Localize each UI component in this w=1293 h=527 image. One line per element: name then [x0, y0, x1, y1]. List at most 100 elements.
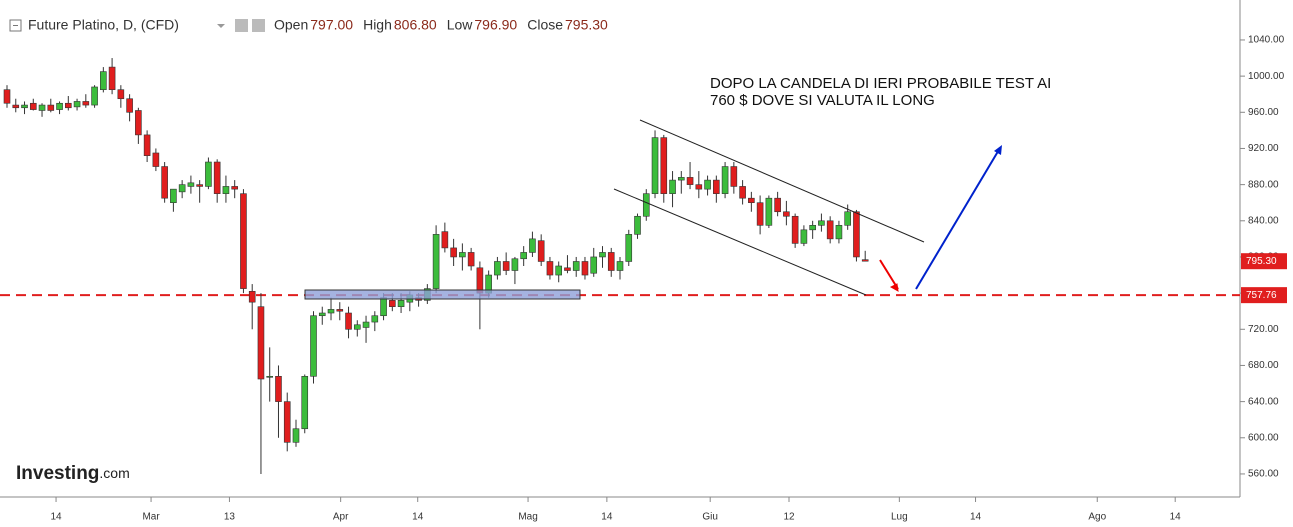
x-tick-label: Ago: [1088, 512, 1106, 523]
annotation: 760 $ DOVE SI VALUTA IL LONG: [710, 92, 935, 109]
candle-body: [126, 98, 133, 113]
stat-value: 796.90: [474, 17, 517, 33]
candle-body: [695, 184, 703, 190]
candle-body: [809, 225, 816, 231]
candle-body: [520, 252, 527, 260]
stat-label: High: [363, 17, 392, 33]
y-tick-label: 680.00: [1248, 360, 1279, 371]
watermark-suffix: .com: [99, 465, 129, 481]
y-tick-label: 880.00: [1248, 179, 1279, 190]
candle-body: [187, 182, 195, 187]
watermark: Investing.com: [16, 463, 130, 484]
last-price-label: 795.30: [1246, 256, 1277, 267]
candle-body: [853, 211, 860, 258]
y-tick-label: 1000.00: [1248, 71, 1285, 82]
red-arrow: [879, 259, 899, 290]
candle-body: [756, 202, 764, 226]
collapse-icon[interactable]: [9, 19, 22, 32]
candle-body: [818, 220, 825, 226]
candle-body: [669, 179, 676, 194]
y-tick-label: 640.00: [1248, 396, 1279, 407]
x-tick-label: Mag: [518, 512, 537, 523]
candle-body: [450, 247, 457, 258]
candle-body: [21, 104, 28, 109]
stat-label: Open: [274, 17, 308, 33]
header-stats: Open 797.00 High 806.80 Low 796.90 Close 795.30: [274, 17, 608, 33]
candle-body: [91, 86, 98, 106]
x-tick-label: 14: [970, 512, 982, 523]
candle-body: [65, 102, 72, 109]
candle-body: [12, 104, 20, 109]
candle-body: [599, 252, 606, 258]
x-tick-label: 14: [412, 512, 424, 523]
candle-body: [29, 102, 37, 110]
candle-body: [161, 166, 168, 199]
y-tick-label: 840.00: [1248, 215, 1279, 226]
candle-body: [108, 66, 116, 90]
candle-body: [502, 261, 510, 271]
candle-body: [634, 215, 641, 235]
candle-body: [677, 177, 685, 181]
x-tick-label: Lug: [891, 512, 908, 523]
candle-body: [213, 161, 221, 194]
candle-body: [283, 401, 291, 443]
x-tick-label: Mar: [142, 512, 160, 523]
candle-body: [590, 256, 598, 274]
candle-body: [222, 186, 230, 194]
stat-value: 806.80: [394, 17, 437, 33]
candle-body: [616, 261, 624, 271]
candle-body: [660, 137, 668, 194]
candle-body: [275, 375, 282, 402]
level-label: 757.76: [1246, 290, 1277, 301]
candle-body: [704, 179, 711, 190]
dropdown-icon[interactable]: [217, 24, 225, 28]
candle-body: [459, 252, 466, 258]
channel-upper: [639, 119, 925, 243]
candle-body: [73, 101, 81, 108]
candle-body: [301, 375, 309, 430]
candle-body: [292, 428, 300, 443]
x-tick-label: 13: [224, 512, 236, 523]
y-tick-label: 720.00: [1248, 324, 1279, 335]
x-tick-label: 14: [601, 512, 613, 523]
candle-body: [345, 312, 352, 330]
candle-body: [783, 211, 790, 217]
level-badge: [1241, 287, 1287, 304]
candle-body: [861, 259, 869, 262]
annotation: DOPO LA CANDELA DI IERI PROBABILE TEST A…: [710, 75, 1051, 92]
candle-body: [240, 193, 247, 289]
candle-body: [362, 321, 370, 328]
x-tick-label: 12: [783, 512, 795, 523]
x-tick-label: 14: [50, 512, 62, 523]
x-tick-label: 14: [1170, 512, 1182, 523]
candle-body: [713, 179, 720, 194]
candle-body: [555, 265, 563, 276]
candle-body: [310, 315, 317, 377]
candle-body: [257, 306, 265, 380]
y-tick-label: 1040.00: [1248, 35, 1285, 46]
support-zone: [304, 289, 581, 300]
candle-body: [467, 252, 475, 267]
candle-body: [546, 261, 554, 276]
candle-body: [791, 215, 799, 244]
candle-body: [476, 267, 484, 294]
x-tick-label: Apr: [333, 512, 349, 523]
x-tick-label: Giu: [702, 512, 718, 523]
candle-body: [266, 375, 274, 378]
settings-icon[interactable]: [235, 19, 248, 32]
candle-body: [537, 240, 545, 262]
stat-label: Close: [527, 17, 563, 33]
y-tick-label: 600.00: [1248, 432, 1279, 443]
add-icon[interactable]: [252, 19, 265, 32]
candle-body: [625, 234, 633, 262]
chart-title: Future Platino, D, (CFD): [28, 17, 179, 33]
candle-body: [56, 102, 63, 110]
candle-body: [318, 312, 326, 317]
channel-lower: [613, 188, 867, 296]
candle-body: [327, 309, 335, 314]
candle-body: [143, 134, 151, 156]
candle-body: [826, 220, 834, 240]
candle-body: [529, 238, 536, 253]
candle-body: [3, 89, 11, 104]
